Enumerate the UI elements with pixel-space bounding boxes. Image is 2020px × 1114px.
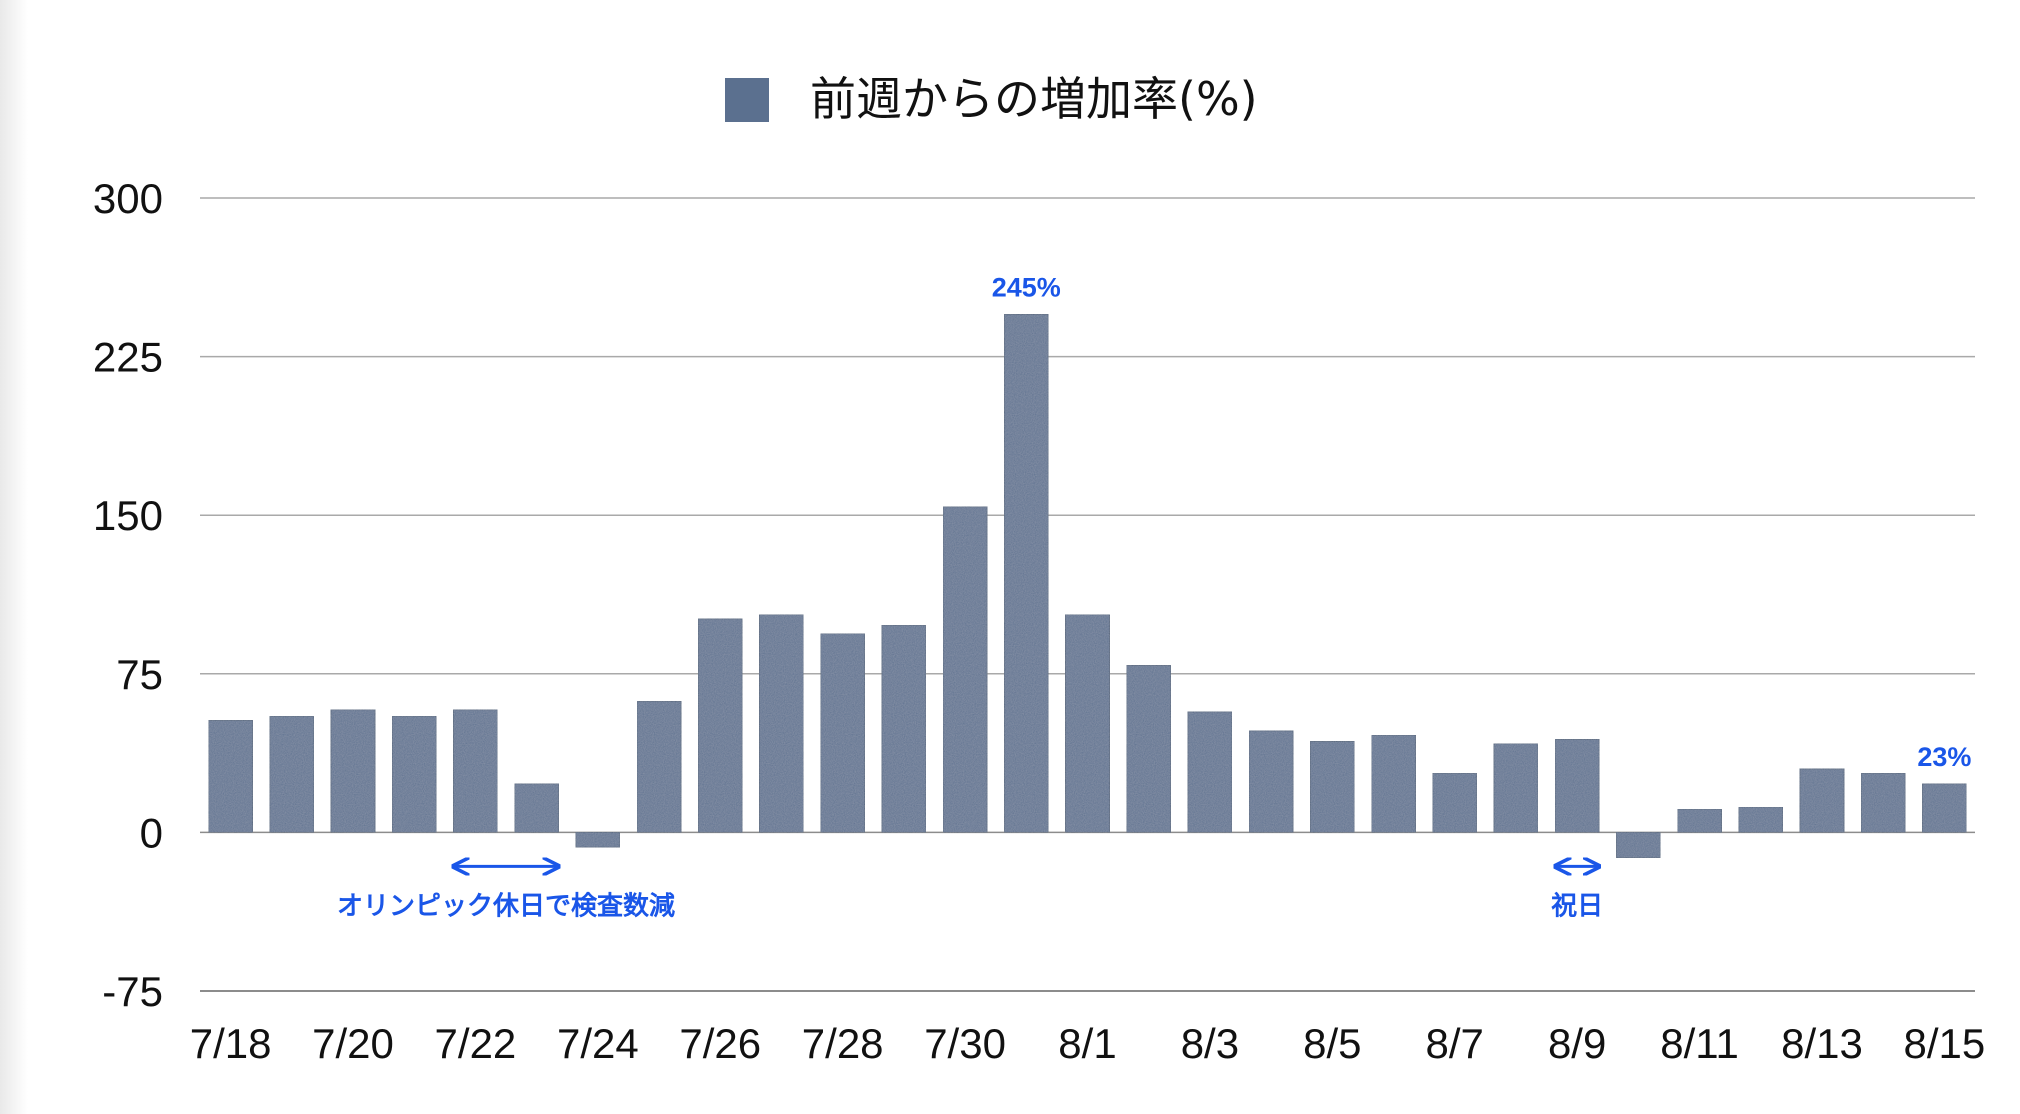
y-tick-label: -75 xyxy=(102,968,163,1015)
annotation-label: オリンピック休日で検査数減 xyxy=(337,891,675,921)
bar-8/1 xyxy=(1064,614,1111,833)
bar-8/15 xyxy=(1921,783,1967,833)
y-tick-label: 150 xyxy=(93,492,163,539)
data-label: 23% xyxy=(1917,742,1971,772)
legend-label: 前週からの増加率(%) xyxy=(810,72,1258,126)
x-tick-label: 7/26 xyxy=(679,1020,761,1067)
x-tick-label: 8/1 xyxy=(1058,1020,1116,1067)
bar-7/21 xyxy=(391,715,437,833)
y-tick-label: 0 xyxy=(140,809,163,856)
bar-7/29 xyxy=(881,624,927,833)
x-tick-label: 8/3 xyxy=(1181,1020,1239,1067)
bar-8/11 xyxy=(1677,808,1723,833)
bar-7/20 xyxy=(330,709,376,833)
y-tick-label: 225 xyxy=(93,334,163,381)
legend-swatch xyxy=(725,78,769,122)
x-tick-label: 8/11 xyxy=(1660,1020,1739,1067)
bar-8/2 xyxy=(1126,664,1172,833)
x-tick-label: 7/20 xyxy=(312,1020,394,1067)
y-tick-label: 300 xyxy=(93,175,163,222)
bar-7/30 xyxy=(942,506,988,833)
bar-8/5 xyxy=(1309,740,1355,833)
bar-8/7 xyxy=(1432,772,1478,833)
x-tick-label: 8/15 xyxy=(1904,1020,1986,1067)
x-tick-label: 7/22 xyxy=(435,1020,517,1067)
x-tick-label: 8/9 xyxy=(1548,1020,1606,1067)
bar-8/3 xyxy=(1187,711,1233,833)
left-edge-shade xyxy=(0,0,28,1114)
bar-7/27 xyxy=(758,614,804,833)
bar-7/22 xyxy=(452,709,498,833)
bar-8/12 xyxy=(1738,806,1784,833)
bar-8/6 xyxy=(1371,734,1417,833)
bar-8/4 xyxy=(1248,730,1294,833)
x-tick-label: 7/30 xyxy=(924,1020,1006,1067)
y-tick-label: 75 xyxy=(116,651,163,698)
x-tick-label: 7/18 xyxy=(190,1020,272,1067)
annotation-label: 祝日 xyxy=(1551,891,1603,921)
bar-7/31 xyxy=(1003,313,1049,833)
bar-7/18 xyxy=(208,719,254,833)
x-tick-label: 7/24 xyxy=(557,1020,639,1067)
bar-8/13 xyxy=(1799,768,1845,833)
bar-7/19 xyxy=(269,715,315,833)
bar-8/14 xyxy=(1860,772,1906,833)
bar-8/9 xyxy=(1554,738,1600,833)
bar-7/25 xyxy=(636,700,682,833)
x-tick-label: 8/5 xyxy=(1303,1020,1361,1067)
bar-7/26 xyxy=(697,618,743,833)
x-tick-label: 7/28 xyxy=(802,1020,884,1067)
x-tick-label: 8/13 xyxy=(1781,1020,1863,1067)
x-tick-label: 8/7 xyxy=(1426,1020,1484,1067)
data-label: 245% xyxy=(992,272,1061,302)
bar-7/23 xyxy=(514,783,560,833)
bar-8/8 xyxy=(1493,743,1539,833)
bar-8/10 xyxy=(1615,831,1661,859)
bar-7/24 xyxy=(575,831,621,848)
bar-7/28 xyxy=(820,633,866,833)
